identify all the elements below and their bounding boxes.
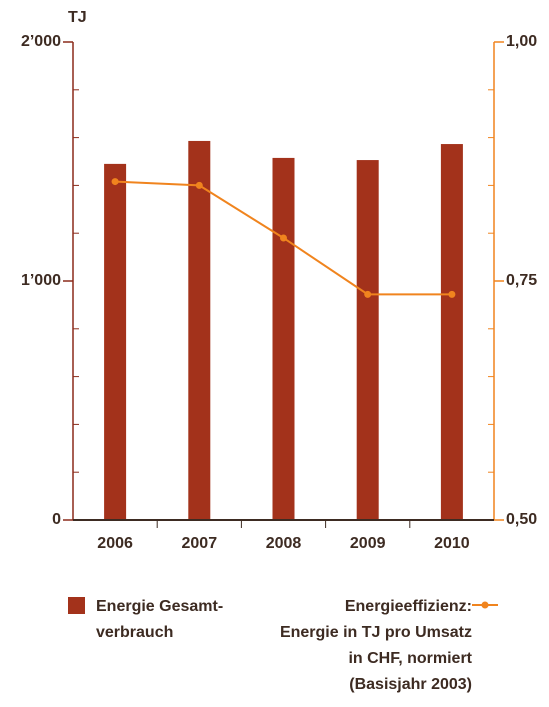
bar [356, 160, 379, 521]
legend-line-icon [472, 601, 498, 609]
x-tick-label: 2008 [266, 535, 302, 552]
y-tick-label: 0 [52, 511, 61, 528]
y2-tick-label: 0,75 [506, 272, 537, 289]
y2-tick-label: 1,00 [506, 33, 537, 50]
x-tick-label: 2006 [97, 535, 133, 552]
bar [272, 157, 295, 521]
y-tick-label: 2’000 [21, 33, 61, 50]
legend-entry: Energie Gesamt- verbrauch [96, 598, 224, 641]
line-point [448, 290, 456, 298]
y-tick-label: 1’000 [21, 272, 61, 289]
x-tick-label: 2010 [434, 535, 470, 552]
x-tick-label: 2007 [182, 535, 218, 552]
y2-tick-label: 0,50 [506, 511, 537, 528]
line-point [364, 290, 372, 298]
legend-dot [481, 601, 489, 609]
legend-swatch-rect [68, 597, 85, 614]
y-axis-unit: TJ [68, 9, 87, 26]
bar [104, 163, 127, 520]
line-point [195, 181, 203, 189]
x-tick-label: 2009 [350, 535, 386, 552]
legend-swatch [68, 597, 85, 614]
bar [188, 140, 211, 521]
legend-entry: Energieeffizienz: Energie in TJ pro Umsa… [279, 598, 472, 693]
line-point [111, 178, 119, 186]
bar [440, 144, 463, 521]
line-point [280, 234, 287, 242]
